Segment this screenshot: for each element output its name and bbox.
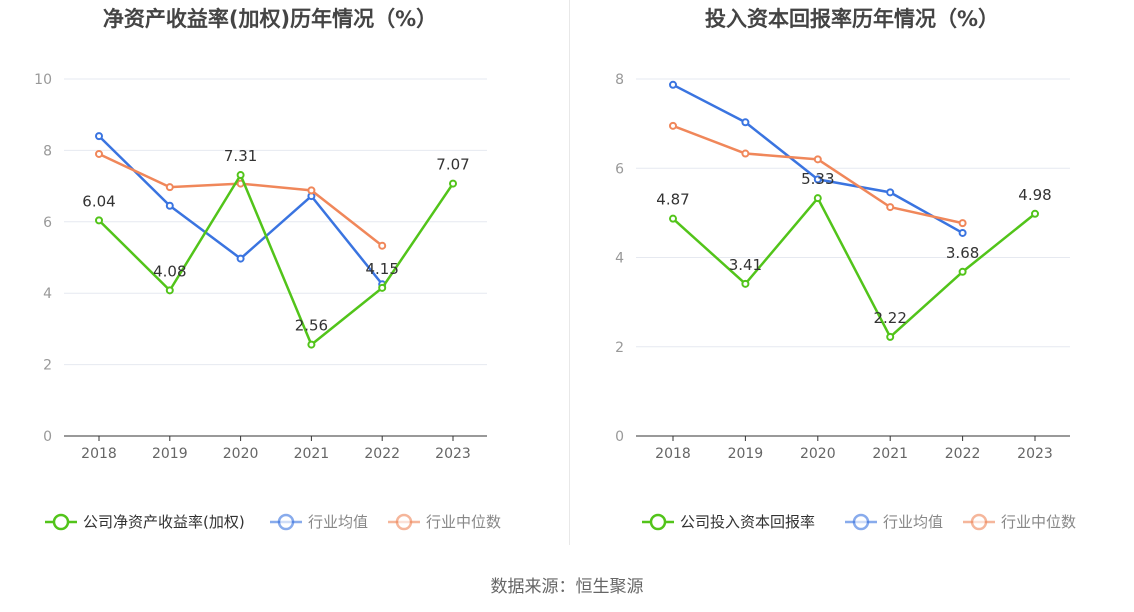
data-label: 5.33 <box>801 170 834 188</box>
data-point-median <box>741 149 750 158</box>
legend-marker-median <box>970 513 988 531</box>
data-label: 2.22 <box>873 309 906 327</box>
data-point-company <box>165 286 174 295</box>
x-tick-label: 2021 <box>294 446 330 462</box>
data-point-company <box>886 332 895 341</box>
x-tick-label: 2023 <box>435 446 471 462</box>
data-point-avg <box>165 201 174 210</box>
legend-label-median: 行业中位数 <box>1001 513 1076 531</box>
data-label: 4.15 <box>365 260 398 278</box>
data-label: 3.68 <box>946 244 979 262</box>
y-tick-label: 0 <box>43 429 52 445</box>
data-point-avg <box>958 228 967 237</box>
x-tick-label: 2019 <box>728 446 764 462</box>
data-point-median <box>669 121 677 130</box>
data-point-median <box>95 149 103 158</box>
x-tick-label: 2022 <box>945 446 981 462</box>
legend-label-company: 公司投入资本回报率 <box>680 513 815 531</box>
data-point-company <box>378 283 387 292</box>
data-point-company <box>95 216 103 225</box>
data-point-company <box>307 340 316 349</box>
data-point-company <box>1031 209 1039 218</box>
legend-marker-median <box>395 513 413 531</box>
data-label: 4.98 <box>1018 186 1051 204</box>
y-tick-label: 8 <box>43 143 52 159</box>
data-point-avg <box>886 188 895 197</box>
data-point-median <box>165 183 174 192</box>
legend-label-avg: 行业均值 <box>308 513 368 531</box>
data-point-company <box>958 267 967 276</box>
data-label: 7.07 <box>436 156 469 174</box>
legend-marker-avg <box>277 513 295 531</box>
series-line-company <box>672 196 1036 339</box>
x-tick-label: 2018 <box>81 446 117 462</box>
panel-divider <box>569 0 570 545</box>
y-tick-label: 4 <box>43 286 52 302</box>
x-tick-label: 2022 <box>364 446 400 462</box>
data-point-avg <box>236 254 245 263</box>
y-tick-label: 8 <box>615 72 624 88</box>
chart-title: 投入资本回报率历年情况（%） <box>705 7 999 31</box>
data-source: 数据来源：恒生聚源 <box>490 577 644 597</box>
legend-label-median: 行业中位数 <box>426 513 501 531</box>
legend-label-avg: 行业均值 <box>883 513 943 531</box>
data-point-avg <box>669 80 677 89</box>
data-point-company <box>741 279 750 288</box>
y-tick-label: 6 <box>43 215 52 231</box>
data-point-median <box>958 219 967 228</box>
y-tick-label: 10 <box>34 72 52 88</box>
data-label: 7.31 <box>224 147 257 165</box>
data-point-avg <box>741 118 750 127</box>
x-tick-label: 2021 <box>872 446 908 462</box>
data-point-median <box>307 186 316 195</box>
x-tick-label: 2019 <box>152 446 188 462</box>
data-point-company <box>236 171 245 180</box>
data-label: 3.41 <box>729 256 762 274</box>
data-point-avg <box>95 132 103 141</box>
y-tick-label: 2 <box>615 340 624 356</box>
data-point-median <box>813 155 822 164</box>
data-point-median <box>886 203 895 212</box>
legend-marker-company <box>649 513 667 531</box>
x-tick-label: 2020 <box>223 446 259 462</box>
legend-label-company: 公司净资产收益率(加权) <box>83 513 245 531</box>
data-point-avg <box>813 175 822 184</box>
series-line-company <box>98 173 455 346</box>
data-point-company <box>449 179 457 188</box>
chart-roic: 投入资本回报率历年情况（%） 0 2 4 6 8 2018 2019 2020 2021 2022 2… <box>615 7 1076 531</box>
data-point-company <box>813 194 822 203</box>
y-tick-label: 6 <box>615 161 624 177</box>
data-label: 6.04 <box>82 192 115 210</box>
x-tick-label: 2023 <box>1017 446 1053 462</box>
x-tick-label: 2018 <box>655 446 691 462</box>
data-label: 2.56 <box>295 317 328 335</box>
chart-roe: 净资产收益率(加权)历年情况（%） 0 2 4 6 8 10 2018 2019 2020 2021… <box>34 7 501 531</box>
data-label: 4.87 <box>656 191 689 209</box>
x-tick-label: 2020 <box>800 446 836 462</box>
y-tick-label: 4 <box>615 251 624 267</box>
chart-title: 净资产收益率(加权)历年情况（%） <box>103 7 437 31</box>
data-label: 4.08 <box>153 262 186 280</box>
legend-marker-company <box>52 513 70 531</box>
data-point-company <box>669 214 677 223</box>
data-point-median <box>378 241 387 250</box>
legend-marker-avg <box>852 513 870 531</box>
y-tick-label: 0 <box>615 429 624 445</box>
y-tick-label: 2 <box>43 358 52 374</box>
